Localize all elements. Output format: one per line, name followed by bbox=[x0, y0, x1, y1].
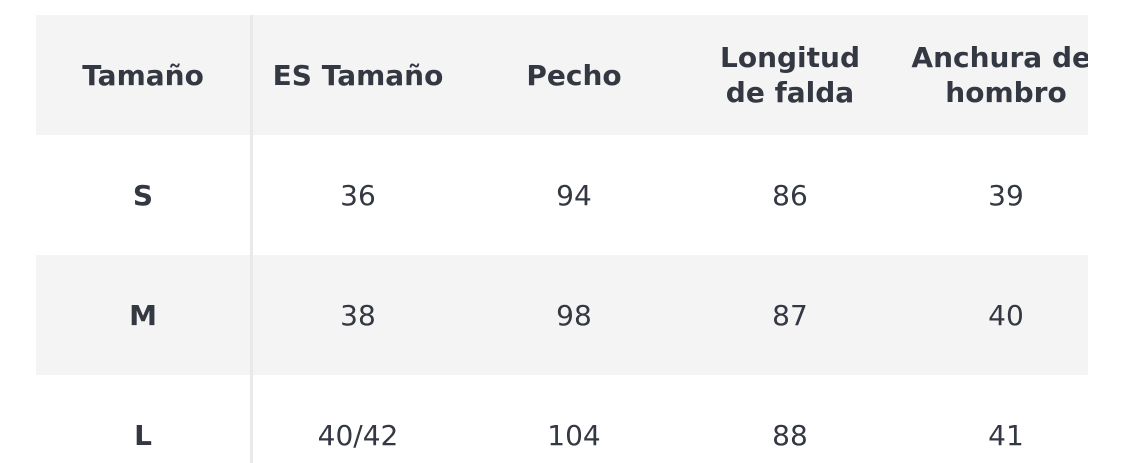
cell-size: M bbox=[129, 298, 157, 332]
header-skirt-length: Longitud de falda bbox=[682, 15, 898, 135]
cell-size: L bbox=[134, 419, 152, 452]
table-row: L 40/42 104 88 41 bbox=[36, 375, 1088, 463]
table-row: M 38 98 87 40 bbox=[36, 255, 1088, 375]
cell-shoulder-width: 41 bbox=[988, 419, 1024, 452]
cell-skirt-length: 88 bbox=[772, 419, 808, 452]
cell-es-size: 40/42 bbox=[317, 419, 399, 452]
header-shoulder-width: Anchura del hombro bbox=[898, 15, 1088, 135]
cell-chest: 94 bbox=[556, 178, 592, 212]
header-size: Tamaño bbox=[82, 58, 204, 92]
cell-chest: 104 bbox=[547, 419, 601, 452]
cell-shoulder-width: 39 bbox=[988, 178, 1024, 212]
cell-skirt-length: 86 bbox=[772, 178, 808, 212]
header-chest: Pecho bbox=[526, 58, 622, 92]
cell-es-size: 38 bbox=[340, 298, 376, 332]
cell-shoulder-width: 40 bbox=[988, 298, 1024, 332]
header-es-size: ES Tamaño bbox=[272, 58, 444, 92]
cell-chest: 98 bbox=[556, 298, 592, 332]
table-row: S 36 94 86 39 bbox=[36, 135, 1088, 255]
header-shoulder-width-label: Anchura del hombro bbox=[911, 41, 1088, 109]
table-header-row: Tamaño ES Tamaño Pecho Longitud de falda… bbox=[36, 15, 1088, 135]
cell-skirt-length: 87 bbox=[772, 298, 808, 332]
header-skirt-length-label: Longitud de falda bbox=[719, 41, 860, 109]
cell-size: S bbox=[132, 178, 154, 212]
size-table: Tamaño ES Tamaño Pecho Longitud de falda… bbox=[36, 0, 1088, 463]
column-divider bbox=[250, 15, 253, 463]
cell-es-size: 36 bbox=[340, 178, 376, 212]
